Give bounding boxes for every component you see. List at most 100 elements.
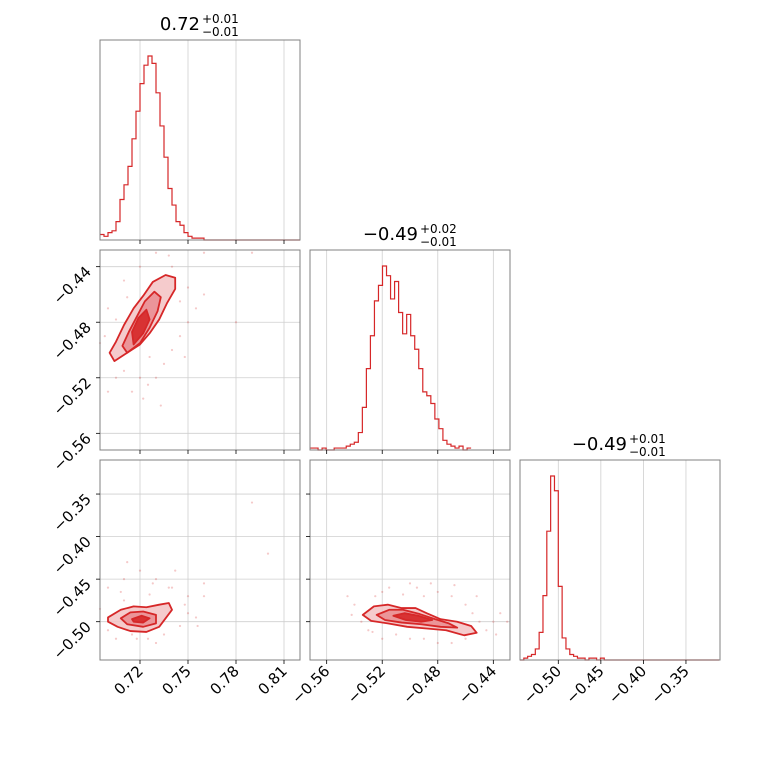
panel-title-minus: −0.01 (420, 235, 457, 249)
sample-point (401, 593, 405, 596)
sample-point (183, 603, 186, 606)
sample-point (159, 404, 162, 407)
gridlines (310, 460, 510, 660)
panel-frame (99, 249, 301, 451)
sample-point (381, 590, 384, 594)
panel-title-minus: −0.01 (202, 25, 239, 39)
sample-point (464, 637, 467, 640)
sample-point (485, 629, 488, 632)
panel-title-minus: −0.01 (629, 445, 666, 459)
sample-point (154, 641, 158, 645)
sample-point (453, 584, 456, 587)
contour-level-3 (131, 308, 151, 346)
sample-point (114, 318, 118, 321)
panel-title-plus: +0.01 (202, 12, 239, 26)
sample-point (162, 362, 166, 365)
sample-point (151, 582, 154, 585)
sample-point (138, 569, 142, 572)
contour-level-3 (392, 612, 434, 623)
x-tick-label: 0.81 (254, 662, 290, 698)
sample-point (106, 307, 110, 310)
panel-title-plus: +0.02 (420, 222, 457, 236)
sample-point (167, 586, 170, 589)
histogram-line (520, 475, 720, 661)
sample-point (408, 582, 412, 585)
panel-frame (309, 459, 511, 661)
y-tick-label: −0.50 (50, 618, 95, 663)
sample-point (126, 296, 129, 299)
panel-title-median: 0.72 (160, 14, 200, 35)
sample-point (162, 633, 166, 636)
y-tick-label: −0.48 (50, 318, 95, 363)
y-tick-label: −0.35 (50, 490, 95, 535)
panel-title-median: −0.49 (572, 434, 627, 455)
sample-point (114, 637, 118, 640)
panel-2d-param0-vs-param2 (98, 459, 301, 661)
gridlines (139, 40, 285, 240)
sample-point (170, 586, 174, 589)
sample-point (266, 552, 270, 555)
x-tick-label: −0.44 (455, 662, 500, 707)
sample-point (478, 620, 481, 623)
sample-point (183, 355, 186, 359)
sample-point (103, 335, 106, 338)
x-tick-label: −0.35 (648, 662, 693, 707)
x-tick-label: 0.75 (158, 662, 194, 698)
sample-point (202, 595, 206, 598)
sample-point (130, 390, 134, 393)
sample-point (119, 590, 122, 594)
sample-point (186, 595, 190, 598)
sample-point (371, 630, 374, 634)
sample-point (408, 637, 412, 640)
panel-frame (309, 249, 511, 451)
sample-point (106, 586, 110, 589)
sample-point (360, 620, 363, 623)
sample-point (178, 300, 182, 303)
sample-point (122, 578, 126, 581)
panel-hist-param-1: −0.49 +0.02 −0.01 (309, 222, 511, 451)
panel-frame (99, 39, 301, 241)
sample-point (422, 637, 425, 640)
sample-point (234, 321, 238, 324)
sample-point (395, 633, 398, 636)
scatter-points (346, 582, 509, 645)
sample-point (422, 595, 425, 598)
sample-point (135, 637, 138, 640)
x-tick-label: −0.40 (605, 662, 650, 707)
sample-point (130, 633, 134, 636)
sample-point (464, 603, 467, 606)
y-tick-label: −0.44 (50, 263, 95, 308)
sample-point (186, 321, 190, 324)
sample-point (154, 251, 158, 254)
y-tick-label: −0.52 (50, 374, 95, 419)
sample-point (436, 641, 439, 645)
sample-point (202, 251, 206, 254)
panel-title-plus: +0.01 (629, 432, 666, 446)
sample-point (492, 620, 495, 623)
contour-level-3 (131, 614, 151, 624)
sample-point (178, 624, 182, 628)
sample-point (122, 279, 126, 282)
y-tick-label: −0.45 (50, 575, 95, 620)
sample-point (388, 586, 391, 589)
x-tick-label: −0.50 (520, 662, 565, 707)
sample-point (138, 265, 142, 268)
sample-point (122, 599, 126, 602)
sample-point (450, 641, 453, 645)
x-tick-label: 0.78 (206, 662, 242, 698)
sample-point (114, 376, 118, 379)
sample-point (186, 612, 190, 615)
panel-frame (519, 459, 721, 661)
sample-point (346, 595, 349, 598)
scatter-points (98, 251, 254, 407)
sample-point (126, 561, 129, 564)
sample-point (146, 637, 150, 640)
sample-point (381, 637, 384, 640)
sample-point (194, 616, 198, 619)
panel-2d-param0-vs-param1 (98, 249, 301, 451)
sample-point (429, 582, 432, 585)
sample-point (154, 376, 158, 379)
density-contours (108, 274, 177, 363)
x-tick-label: −0.45 (562, 662, 607, 707)
density-contours (361, 603, 478, 637)
